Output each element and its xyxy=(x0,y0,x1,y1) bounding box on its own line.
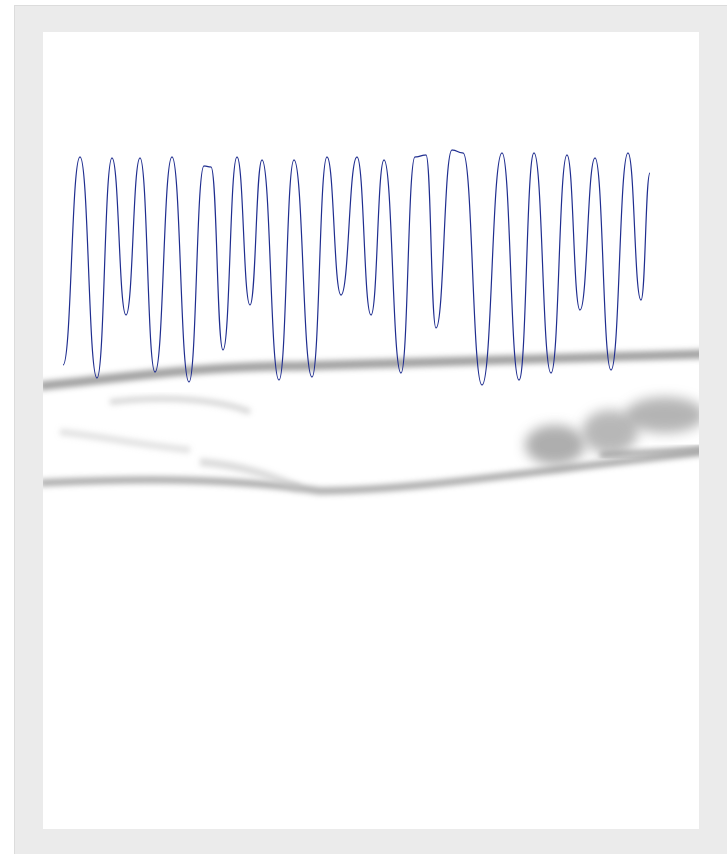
vessel-upper-wall xyxy=(43,349,699,391)
micrograph xyxy=(43,349,699,495)
vessel-lower-wall xyxy=(43,449,699,495)
signal-trace xyxy=(62,149,651,386)
vessel-texture xyxy=(59,428,191,454)
cell-cluster xyxy=(625,397,699,433)
cell-cluster xyxy=(582,410,638,454)
vessel-texture xyxy=(199,458,302,492)
cell-cluster xyxy=(525,425,585,465)
vessel-branch xyxy=(599,445,699,458)
vessel-texture xyxy=(109,395,252,415)
